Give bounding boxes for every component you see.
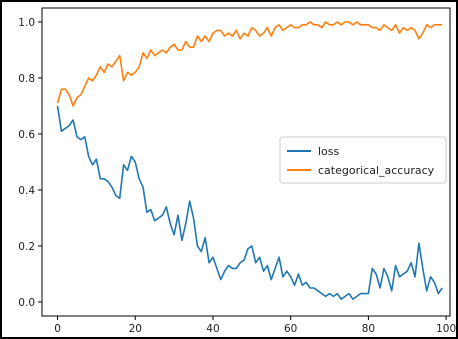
x-tick-label: 60 xyxy=(284,323,297,335)
series-line-categorical-accuracy xyxy=(56,21,443,107)
series-line-loss xyxy=(56,105,443,301)
x-tick-label: 40 xyxy=(206,323,219,335)
series-layer xyxy=(56,21,443,301)
x-tick-label: 100 xyxy=(436,323,456,335)
legend-box xyxy=(279,136,447,184)
x-tick-label: 0 xyxy=(54,323,61,335)
y-tick-label: 1.0 xyxy=(18,17,35,29)
y-tick-label: 0.6 xyxy=(18,129,35,141)
ticks-layer: 0 20 40 60 80 100 0.0 0.2 0.4 0.6 0.8 1.0 xyxy=(18,17,456,335)
legend: loss categorical_accuracy xyxy=(279,136,447,184)
y-tick-label: 0.8 xyxy=(18,73,35,85)
x-tick-label: 20 xyxy=(129,323,142,335)
legend-label-loss: loss xyxy=(318,145,340,158)
y-tick-label: 0.4 xyxy=(18,185,35,197)
plot-area xyxy=(41,7,451,317)
y-tick-label: 0.2 xyxy=(18,241,35,253)
legend-label-categorical-accuracy: categorical_accuracy xyxy=(318,164,435,177)
x-tick-label: 80 xyxy=(362,323,375,335)
y-tick-label: 0.0 xyxy=(18,297,35,309)
